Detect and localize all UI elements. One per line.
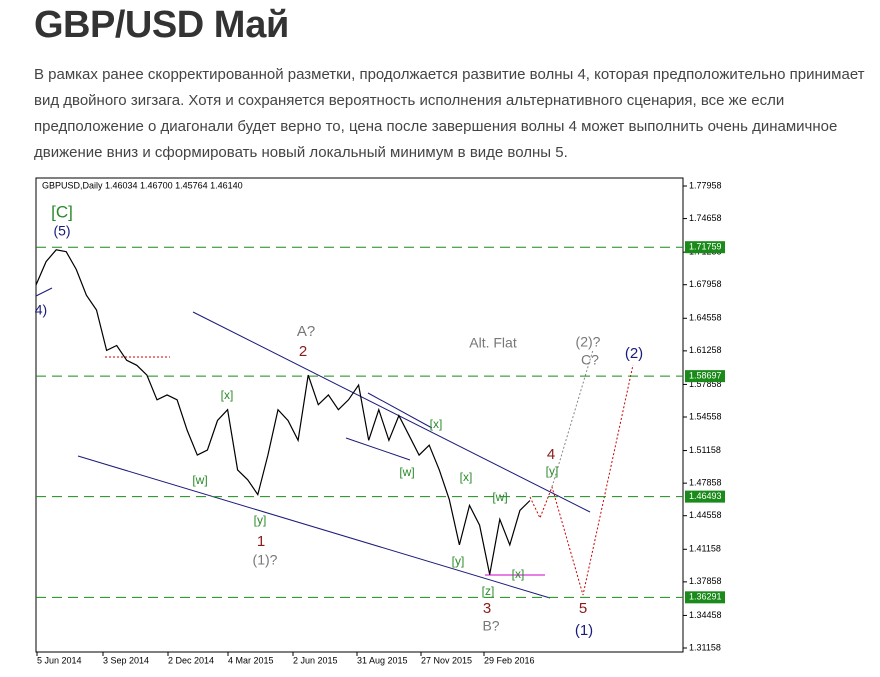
trend-line	[77, 455, 551, 599]
wave-label: 4	[547, 446, 555, 463]
wave-label: B?	[482, 618, 499, 634]
chart-header: GBPUSD,Daily 1.46034 1.46700 1.45764 1.4…	[42, 180, 243, 190]
level-box	[685, 370, 725, 383]
wave-label: 3	[483, 600, 491, 617]
title: GBP/USD Май	[34, 4, 289, 46]
wave-label: (5)	[53, 223, 70, 239]
trend-line	[345, 437, 411, 461]
y-tick-label: 1.54558	[689, 411, 722, 421]
level-box	[685, 490, 725, 503]
x-tick-label: 4 Mar 2015	[228, 655, 274, 665]
wave-label: [w]	[492, 490, 507, 504]
x-tick-label: 5 Jun 2014	[37, 655, 82, 665]
y-tick-label: 1.47858	[689, 478, 722, 488]
wave-label: 1	[257, 533, 265, 550]
y-tick-label: 1.31158	[689, 642, 721, 652]
y-tick-label: 1.77958	[689, 180, 722, 190]
wave-label: [w]	[192, 473, 207, 487]
x-tick-label: 2 Jun 2015	[293, 655, 338, 665]
x-tick-label: 31 Aug 2015	[357, 655, 408, 665]
y-tick-label: 1.37858	[689, 576, 722, 586]
y-tick-label: 1.44558	[689, 510, 722, 520]
wave-label: [x]	[221, 388, 234, 402]
wave-label: [x]	[512, 567, 525, 581]
y-tick-label: 1.41158	[689, 544, 721, 554]
price-line	[35, 249, 531, 575]
wave-label: [C]	[51, 202, 73, 221]
y-tick-label: 1.51158	[689, 445, 721, 455]
level-label: 1.58697	[689, 371, 722, 381]
wave-label: 2	[299, 343, 307, 360]
wave-label: [y]	[452, 554, 465, 568]
y-tick-label: 1.34458	[689, 610, 722, 620]
y-tick-label: 1.67958	[689, 279, 722, 289]
y-tick-label: 1.61258	[689, 345, 722, 355]
level-box	[685, 241, 725, 254]
y-tick-label: 1.57858	[689, 379, 722, 389]
y-tick-label: 1.74658	[689, 213, 722, 223]
plot-frame	[35, 177, 684, 653]
wave-label: [x]	[430, 417, 443, 431]
wave-label: A?	[297, 323, 315, 340]
wave-label: [y]	[546, 464, 559, 478]
wave-label: (2)?	[576, 334, 601, 350]
level-box	[685, 591, 725, 604]
wave-label: [y]	[254, 513, 267, 527]
x-tick-label: 27 Nov 2015	[421, 655, 472, 665]
wave-label: [z]	[482, 584, 495, 598]
trend-line	[367, 392, 433, 429]
x-tick-label: 29 Feb 2016	[484, 655, 535, 665]
wave-label: [w]	[399, 465, 414, 479]
wave-label: 5	[579, 600, 587, 617]
wave-label: [x]	[460, 470, 473, 484]
wave-label: Alt. Flat	[469, 335, 517, 351]
x-tick-label: 2 Dec 2014	[168, 655, 214, 665]
wave-label: (2)	[625, 345, 643, 362]
x-tick-label: 3 Sep 2014	[103, 655, 149, 665]
wave-label: (1)?	[253, 552, 278, 568]
trend-line	[192, 311, 591, 513]
level-label: 1.36291	[689, 592, 722, 602]
y-tick-label: 1.64558	[689, 313, 722, 323]
trend-line	[35, 287, 53, 297]
wave-label: 4)	[35, 302, 47, 318]
wave-label: (1)	[575, 622, 593, 639]
level-label: 1.71759	[689, 242, 722, 252]
level-label: 1.46493	[689, 491, 722, 501]
article-text: В рамках ранее скорректированной разметк…	[34, 66, 865, 161]
wave-label: C?	[581, 352, 599, 368]
